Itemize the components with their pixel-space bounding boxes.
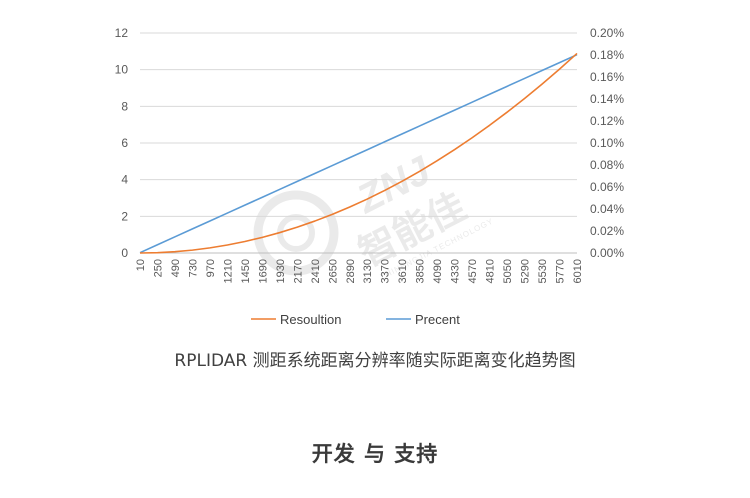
y-tick-label-right: 0.12%	[590, 114, 624, 128]
y-tick-label-left: 12	[115, 26, 129, 40]
x-tick-label: 970	[205, 259, 217, 277]
x-tick-label: 2410	[310, 259, 322, 283]
y-tick-label-left: 2	[121, 209, 128, 223]
chart-caption: RPLIDAR 测距系统距离分辨率随实际距离变化趋势图	[174, 351, 576, 371]
y-tick-label-left: 4	[121, 173, 128, 187]
x-tick-label: 5530	[537, 259, 549, 283]
y-tick-label-left: 10	[115, 63, 129, 77]
x-tick-label: 3370	[380, 259, 392, 283]
series-line-resoultion	[139, 52, 578, 254]
y-tick-label-right: 0.04%	[590, 202, 624, 216]
legend-label: Resoultion	[280, 312, 341, 327]
x-tick-label: 5290	[520, 259, 532, 283]
legend: Resoultion Precent	[251, 312, 460, 327]
x-tick-label: 2170	[292, 259, 304, 283]
gridlines	[140, 32, 577, 254]
x-tick-label: 4570	[467, 259, 479, 283]
x-tick-label: 4810	[485, 259, 497, 283]
x-tick-label: 1450	[240, 259, 252, 283]
x-axis: 10 250 490 730 970 1210 1450 1690 1930 2170 2410 26…	[135, 252, 584, 283]
y-tick-label-right: 0.10%	[590, 136, 624, 150]
y-tick-label-right: 0.02%	[590, 224, 624, 238]
y-tick-label-right: 0.20%	[590, 26, 624, 40]
x-tick-label: 2890	[345, 259, 357, 283]
x-tick-label: 250	[152, 259, 164, 277]
x-tick-label: 4330	[450, 259, 462, 283]
x-tick-label: 1930	[275, 259, 287, 283]
y-axis-left: 0 2 4 6 8 10 12	[115, 26, 129, 260]
x-tick-label: 2650	[327, 259, 339, 283]
x-tick-label: 1690	[257, 259, 269, 283]
y-tick-label-right: 0.16%	[590, 70, 624, 84]
y-tick-label-right: 0.18%	[590, 48, 624, 62]
x-tick-label: 10	[135, 259, 147, 271]
legend-label: Precent	[415, 312, 460, 327]
watermark-emblem-icon	[253, 190, 339, 276]
x-tick-label: 3850	[415, 259, 427, 283]
y-axis-right: 0.00% 0.02% 0.04% 0.06% 0.08% 0.10% 0.12% 0.14%…	[590, 26, 624, 260]
y-tick-label-right: 0.14%	[590, 92, 624, 106]
y-tick-label-right: 0.06%	[590, 180, 624, 194]
y-tick-label-left: 0	[121, 246, 128, 260]
y-tick-label-right: 0.08%	[590, 158, 624, 172]
x-tick-label: 3130	[362, 259, 374, 283]
x-tick-label: 5770	[555, 259, 567, 283]
section-heading: 开发 与 支持	[311, 442, 439, 466]
y-tick-label-left: 6	[121, 136, 128, 150]
x-tick-label: 6010	[572, 259, 584, 283]
watermark-emblem-inner-icon	[277, 214, 315, 252]
y-tick-label-right: 0.00%	[590, 246, 624, 260]
y-tick-label-left: 8	[121, 99, 128, 113]
series-lines	[139, 52, 578, 254]
series-line-precent	[139, 53, 578, 254]
x-tick-label: 4090	[432, 259, 444, 283]
x-tick-label: 3610	[397, 259, 409, 283]
distance-resolution-chart: ZNJ 智能佳 ZHINENGJIA TECHNOLOGY 024681012 …	[115, 26, 625, 327]
x-tick-label: 5050	[502, 259, 514, 283]
x-tick-label: 730	[187, 259, 199, 277]
x-tick-label: 490	[170, 259, 182, 277]
x-tick-label: 1210	[222, 259, 234, 283]
